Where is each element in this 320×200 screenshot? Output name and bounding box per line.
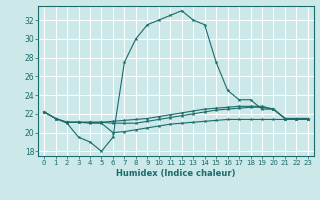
X-axis label: Humidex (Indice chaleur): Humidex (Indice chaleur) xyxy=(116,169,236,178)
